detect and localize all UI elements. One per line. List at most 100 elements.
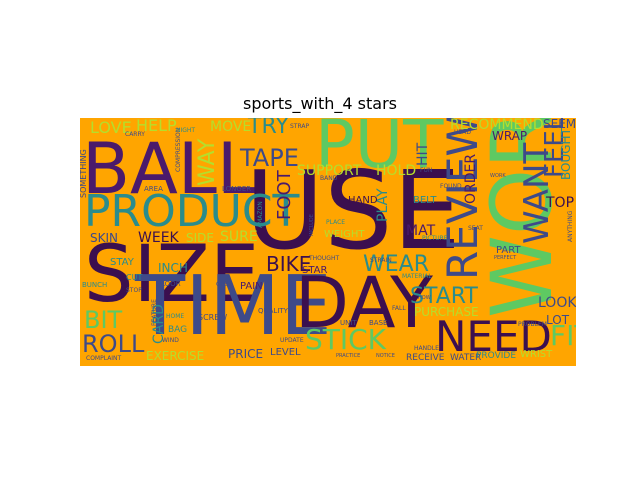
word-fun: FUN xyxy=(420,167,433,174)
word-put: PUT xyxy=(315,118,444,183)
word-purchase: PURCHASE xyxy=(414,305,479,319)
word-thought: THOUGHT xyxy=(309,255,340,262)
word-move: MOVE xyxy=(210,119,252,135)
word-wear: WEAR xyxy=(363,252,429,277)
word-stay: STAY xyxy=(110,257,134,268)
word-bag: BAG xyxy=(168,325,188,335)
word-skin: SKIN xyxy=(90,231,119,245)
word-stop: STOP xyxy=(126,287,142,294)
word-something: SOMETHING xyxy=(80,149,88,198)
word-roll: ROLL xyxy=(82,330,145,358)
word-recommend: RECOMMEND xyxy=(450,118,544,133)
word-place: PLACE xyxy=(326,219,346,226)
word-stick: STICK xyxy=(305,323,387,356)
word-found: FOUND xyxy=(440,183,462,190)
word-night: NIGHT xyxy=(176,127,196,134)
word-work: WORK xyxy=(490,173,506,179)
word-home: HOME xyxy=(166,313,185,320)
word-size: SIZE xyxy=(84,230,260,320)
word-carry: CARRY xyxy=(125,131,145,138)
word-include: INCLUDE xyxy=(309,214,315,236)
word-look: LOOK xyxy=(538,295,576,311)
word-inch: INCH xyxy=(158,261,188,275)
word-bought: BOUGHT xyxy=(559,128,573,180)
word-try: TRY xyxy=(248,118,289,139)
word-level: LEVEL xyxy=(270,347,301,358)
word-foot: FOOT xyxy=(274,170,295,220)
word-part: PART xyxy=(496,245,521,256)
word-use: USE xyxy=(245,149,461,274)
word-product: PRODUCT xyxy=(84,186,300,237)
word-belt: BELT xyxy=(413,195,437,206)
word-help: HELP xyxy=(136,118,177,135)
word-strap: STRAP xyxy=(290,123,310,130)
word-wrap: WRAP xyxy=(492,129,528,143)
word-sure: SURE xyxy=(220,229,258,245)
word-perfect: PERFECT xyxy=(494,255,517,261)
word-weight: WEIGHT xyxy=(324,229,365,240)
word-receive: RECEIVE xyxy=(406,353,445,363)
word-screw: SCREW xyxy=(198,313,228,322)
word-update: UPDATE xyxy=(280,337,304,344)
word-bunch: BUNCH xyxy=(82,281,108,289)
word-fit: FIT xyxy=(550,319,576,352)
word-love: LOVE xyxy=(90,118,132,137)
word-amazon: AMAZON xyxy=(257,201,264,228)
word-notice: NOTICE xyxy=(376,353,395,359)
word-compression: COMPRESSION xyxy=(175,127,182,172)
word-side: SIDE xyxy=(186,231,214,245)
word-star: STAR xyxy=(302,265,328,276)
word-time: TIME xyxy=(135,259,332,354)
word-gps: GPS xyxy=(216,281,229,288)
word-base: BASE xyxy=(369,319,388,327)
word-pain: PAIN xyxy=(240,281,263,292)
word-floor: FLOOR xyxy=(157,280,181,288)
word-ball: BALL xyxy=(82,128,256,210)
word-water: WATER xyxy=(450,353,482,363)
word-fall: FALL xyxy=(392,305,406,312)
word-lot: LOT xyxy=(546,313,570,327)
word-day: DAY xyxy=(295,262,433,344)
word-hand: HAND xyxy=(348,195,378,206)
word-wind: WIND xyxy=(162,337,179,344)
word-picture: PICTURE xyxy=(422,235,448,242)
word-week: WEEK xyxy=(138,230,179,246)
word-area: AREA xyxy=(144,185,163,193)
word-play: PLAY xyxy=(375,188,391,222)
word-problem: PROBLEM xyxy=(518,321,547,328)
word-bike: BIKE xyxy=(266,252,312,276)
word-hit: HIT xyxy=(415,142,431,166)
word-bit: BIT xyxy=(84,306,123,334)
word-start: START xyxy=(410,284,478,309)
word-need: NEED xyxy=(435,312,552,361)
word-material: MATERIAL xyxy=(402,273,432,280)
word-complaint: COMPLAINT xyxy=(86,355,122,362)
word-provide: PROVIDE xyxy=(476,351,517,361)
word-price: PRICE xyxy=(228,347,264,361)
word-way: WAY xyxy=(195,138,220,186)
word-seem: SEEM xyxy=(543,118,576,131)
word-handle: HANDLE xyxy=(414,345,439,352)
word-band: BAND xyxy=(320,175,338,182)
word-support: SUPPORT xyxy=(297,163,362,179)
word-cloud: BALL PUT USE WORK SIZE TIME DAY PRODUCT NEED REVI… xyxy=(80,118,576,366)
word-unit: UNIT xyxy=(340,319,357,327)
word-cut: CUT xyxy=(126,273,143,282)
word-practice: PRACTICE xyxy=(336,353,361,359)
word-hold: HOLD xyxy=(376,163,417,179)
word-quality: QUALITY xyxy=(258,307,288,315)
word-how: HOW xyxy=(418,295,431,301)
word-anything: ANYTHING xyxy=(567,210,574,242)
word-head: HEAD xyxy=(454,129,472,136)
word-top: TOP xyxy=(546,195,575,211)
word-feature: FEATURE xyxy=(151,299,158,326)
word-seat: SEAT xyxy=(468,225,483,232)
word-strain: STRAIN xyxy=(370,257,392,264)
word-order: ORDER xyxy=(463,153,479,204)
word-exercise: EXERCISE xyxy=(146,349,205,363)
plot-title: sports_with_4 stars xyxy=(242,94,397,113)
word-mat: MAT xyxy=(406,223,436,239)
word-longer: LONGER xyxy=(222,185,252,193)
word-wrist: WRIST xyxy=(520,349,553,360)
